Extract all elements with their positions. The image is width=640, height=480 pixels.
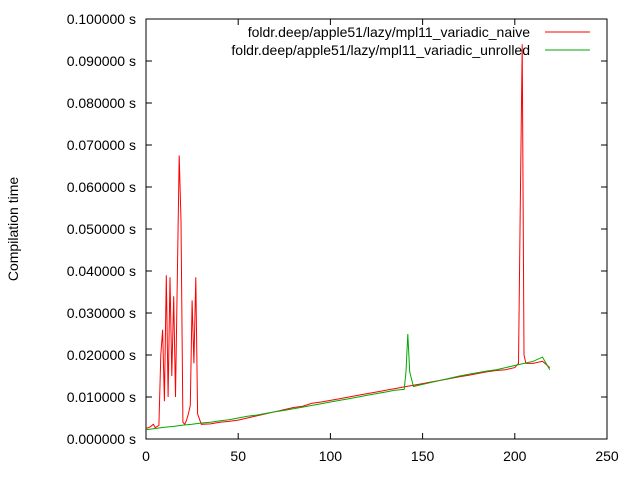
- y-tick-label: 0.060000 s: [67, 179, 136, 195]
- y-tick-label: 0.090000 s: [67, 53, 136, 69]
- y-tick-label: 0.100000 s: [67, 11, 136, 27]
- y-axis-ticks: 0.000000 s 0.010000 s 0.020000 s 0.030000 s…: [67, 11, 607, 447]
- y-tick-label: 0.050000 s: [67, 221, 136, 237]
- x-tick-label: 200: [503, 448, 527, 464]
- y-tick-label: 0.040000 s: [67, 263, 136, 279]
- legend-label: foldr.deep/apple51/lazy/mpl11_variadic_n…: [248, 24, 530, 40]
- y-tick-label: 0.070000 s: [67, 137, 136, 153]
- y-tick-label: 0.010000 s: [67, 389, 136, 405]
- x-tick-label: 0: [142, 448, 150, 464]
- y-tick-label: 0.000000 s: [67, 431, 136, 447]
- x-tick-label: 100: [319, 448, 343, 464]
- series-layer: [145, 44, 551, 431]
- x-tick-label: 150: [411, 448, 435, 464]
- y-tick-label: 0.020000 s: [67, 347, 136, 363]
- series-line-2: [145, 333, 551, 431]
- y-tick-label: 0.030000 s: [67, 305, 136, 321]
- y-tick-label: 0.080000 s: [67, 95, 136, 111]
- legend: foldr.deep/apple51/lazy/mpl11_variadic_n…: [231, 24, 590, 58]
- legend-label: foldr.deep/apple51/lazy/mpl11_variadic_u…: [231, 42, 530, 58]
- x-tick-label: 50: [230, 448, 246, 464]
- x-tick-label: 250: [595, 448, 619, 464]
- plot-frame: [145, 18, 608, 440]
- y-axis-title: Compilation time: [5, 177, 21, 281]
- x-axis-ticks: 0 50 100 150 200 250: [142, 19, 619, 464]
